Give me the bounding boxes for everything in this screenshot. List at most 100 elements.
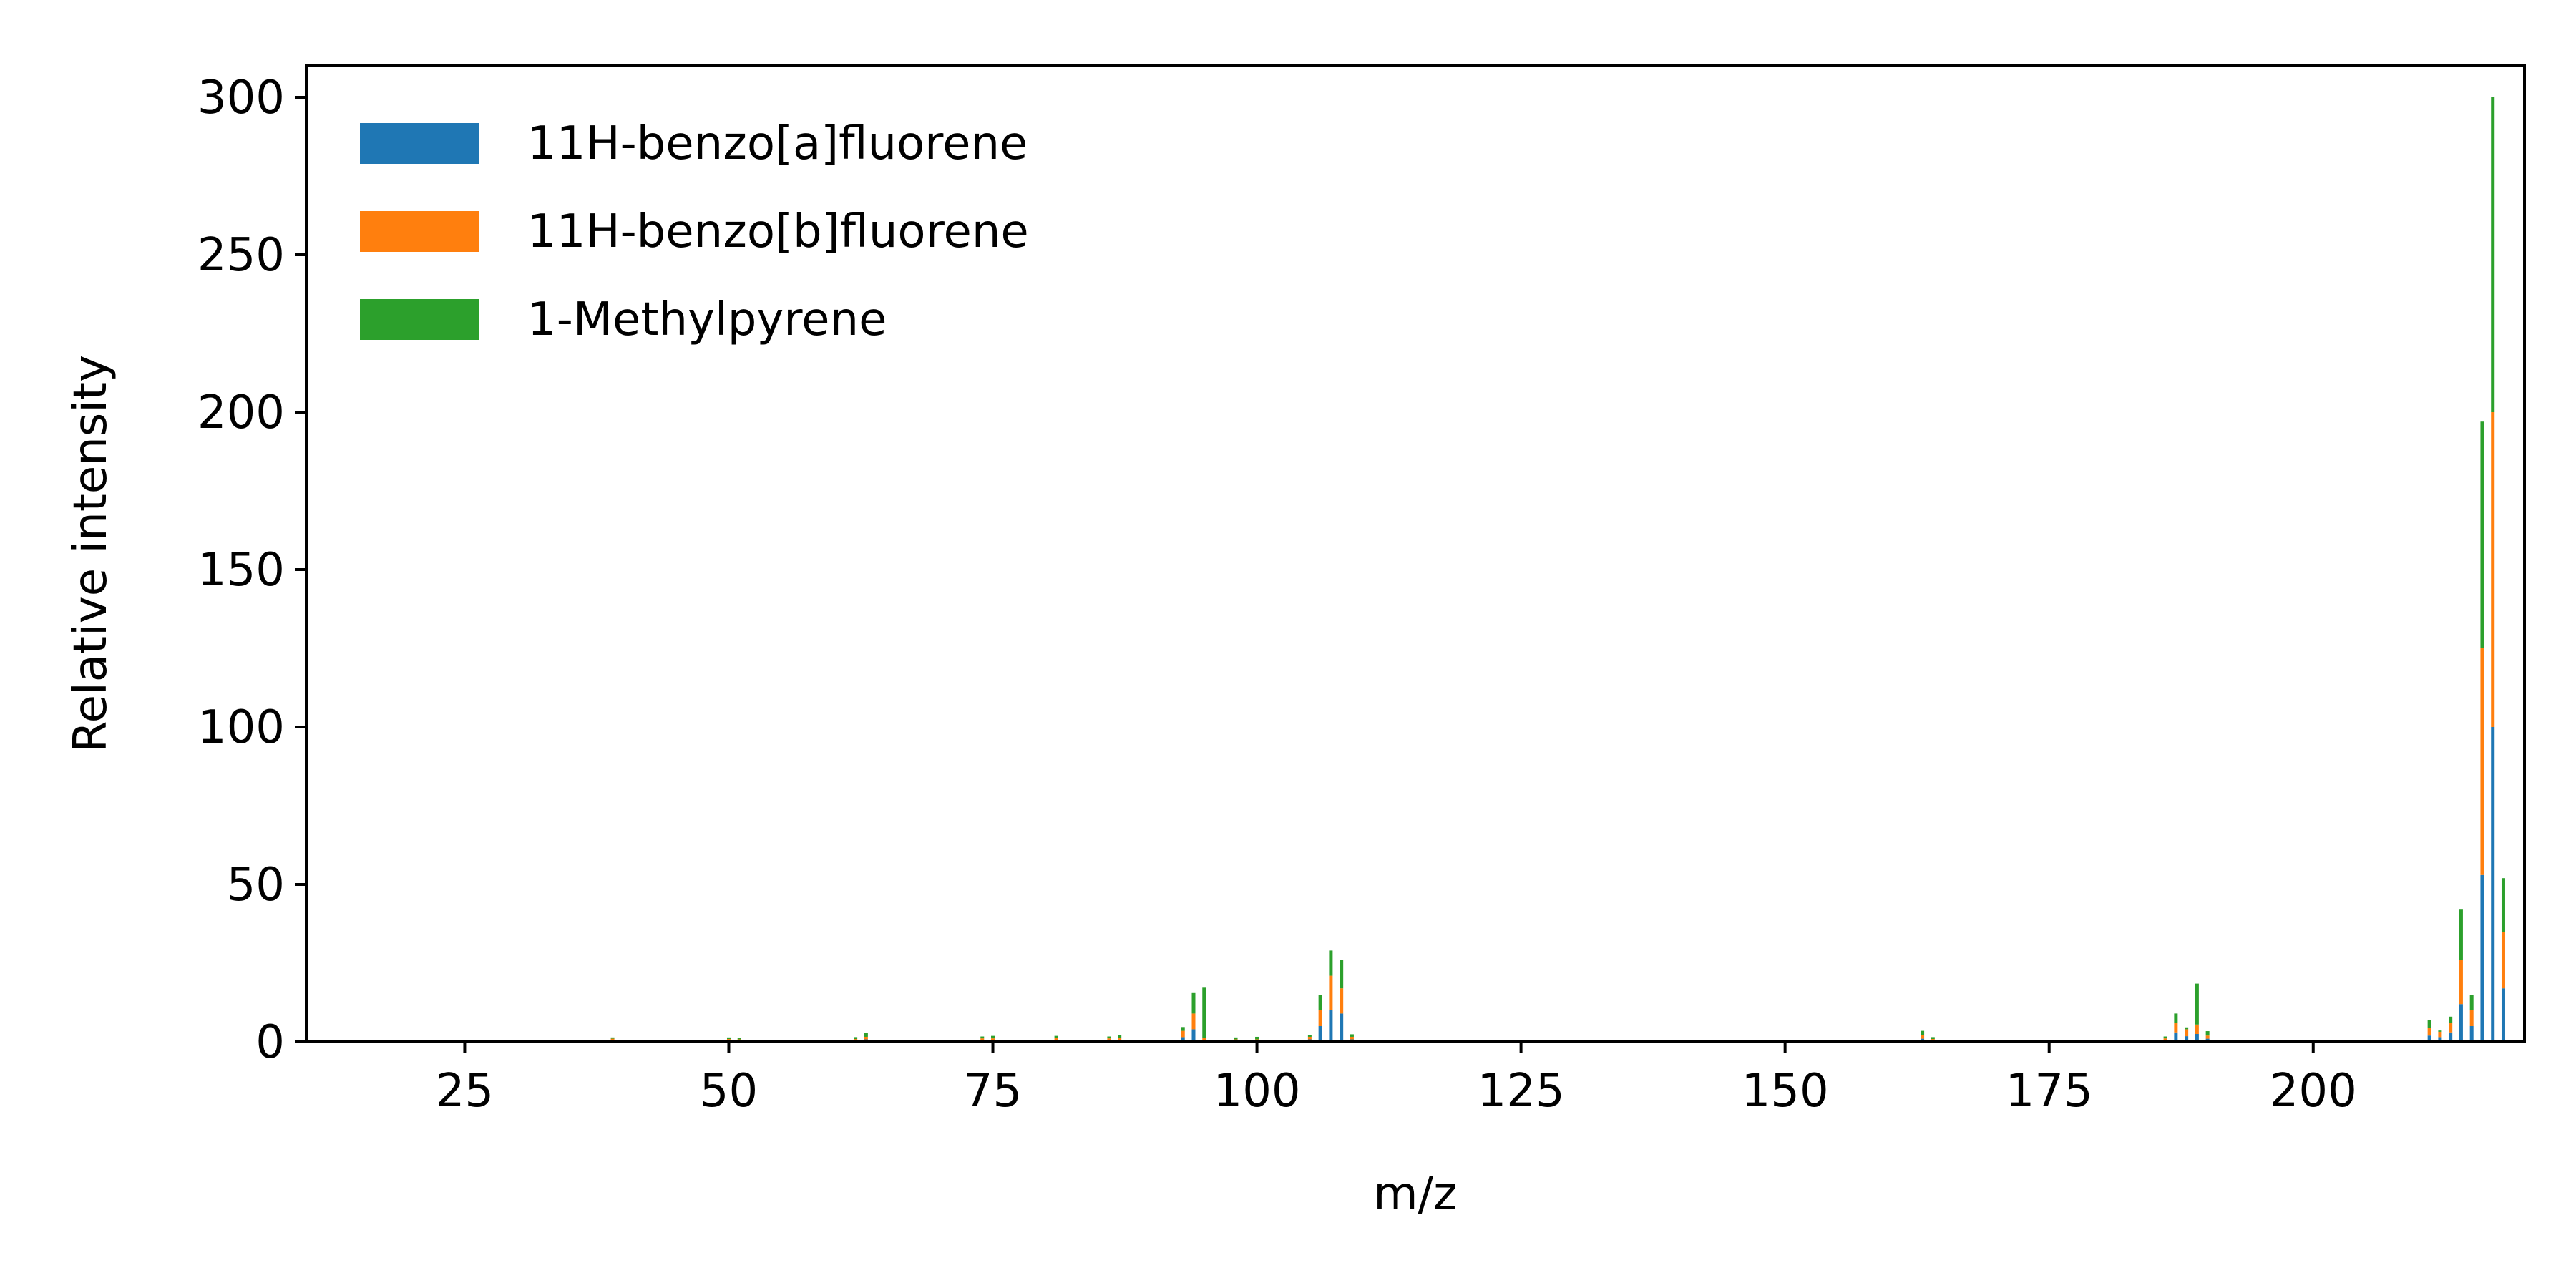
plot-frame [305,64,2526,1043]
bar-2-mz-164 [1931,1039,1935,1041]
bar-3-mz-63 [864,1033,868,1037]
legend: 11H-benzo[a]fluorene 11H-benzo[b]fluorene… [360,117,1029,346]
bar-3-mz-188 [2185,1027,2189,1030]
bar-2-mz-63 [864,1036,868,1040]
bar-2-mz-100 [1255,1039,1259,1041]
bar-2-mz-214 [2459,960,2463,1005]
bar-1-mz-187 [2174,1032,2178,1042]
bar-2-mz-213 [2449,1023,2453,1033]
y-tick-label: 300 [197,72,285,125]
x-axis-label: m/z [1373,1168,1458,1221]
y-tick-label: 250 [197,229,285,282]
bar-2-mz-216 [2480,648,2484,875]
bar-3-mz-107 [1329,950,1333,976]
y-tick-label: 50 [227,859,285,912]
bar-3-mz-217 [2491,97,2495,412]
bar-2-mz-106 [1318,1010,1322,1026]
bar-2-mz-190 [2205,1035,2210,1039]
bar-3-mz-106 [1318,995,1322,1010]
bar-3-mz-87 [1118,1035,1122,1038]
bar-3-mz-100 [1255,1036,1259,1040]
bar-2-mz-163 [1921,1035,1925,1039]
bar-2-mz-108 [1340,988,1344,1014]
bar-2-mz-50 [726,1039,731,1041]
bar-2-mz-93 [1181,1030,1185,1038]
bar-1-mz-214 [2459,1004,2463,1042]
bar-3-mz-211 [2427,1020,2431,1028]
bar-1-mz-107 [1329,1010,1333,1042]
bar-3-mz-186 [2163,1036,2167,1039]
bar-3-mz-98 [1234,1037,1238,1040]
bar-3-mz-214 [2459,909,2463,960]
bar-3-mz-163 [1921,1030,1925,1035]
y-axis: 0 50 100 150 200 250 300 [197,72,306,1069]
bar-3-mz-39 [610,1037,615,1039]
bar-2-mz-187 [2174,1023,2178,1033]
legend-label-2: 11H-benzo[b]fluorene [527,205,1029,258]
y-tick-label: 150 [197,544,285,597]
bar-3-mz-105 [1307,1035,1312,1037]
bar-3-mz-212 [2438,1030,2442,1032]
bar-1-mz-218 [2501,988,2505,1042]
bar-3-mz-95 [1202,987,1206,1038]
bar-1-mz-213 [2449,1032,2453,1042]
y-tick-label: 200 [197,386,285,439]
bar-2-mz-95 [1202,1038,1206,1040]
bar-3-mz-62 [854,1037,858,1040]
bar-2-mz-62 [854,1039,858,1041]
bar-1-mz-217 [2491,727,2495,1042]
bar-2-mz-39 [610,1038,615,1040]
x-axis: 25 50 75 100 125 150 175 200 [436,1042,2357,1118]
bar-3-mz-190 [2205,1031,2210,1036]
bar-1-mz-211 [2427,1035,2431,1042]
x-tick-label: 100 [1213,1065,1300,1118]
x-tick-label: 50 [700,1065,758,1118]
bar-2-mz-211 [2427,1028,2431,1036]
bar-layer [610,97,2505,1042]
bar-3-mz-164 [1931,1037,1935,1040]
bar-3-mz-215 [2469,995,2474,1010]
bar-3-mz-93 [1181,1027,1185,1031]
bar-2-mz-107 [1329,975,1333,1010]
bar-1-mz-94 [1191,1029,1196,1042]
bar-2-mz-105 [1307,1036,1312,1040]
bar-3-mz-213 [2449,1016,2453,1023]
bar-1-mz-216 [2480,874,2484,1042]
bar-1-mz-212 [2438,1037,2442,1042]
bar-1-mz-189 [2195,1034,2199,1042]
bar-2-mz-217 [2491,412,2495,727]
bar-2-mz-186 [2163,1038,2167,1040]
bar-3-mz-94 [1191,992,1196,1014]
bar-2-mz-81 [1054,1038,1058,1040]
x-tick-label: 25 [436,1065,494,1118]
x-tick-label: 75 [964,1065,1022,1118]
bar-1-mz-93 [1181,1037,1185,1042]
legend-swatch-3 [360,299,479,340]
y-tick-label: 100 [197,701,285,754]
bar-2-mz-109 [1350,1036,1354,1040]
y-axis-label: Relative intensity [64,355,117,753]
x-tick-label: 150 [1742,1065,1829,1118]
y-tick-label: 0 [255,1016,285,1069]
legend-label-3: 1-Methylpyrene [527,293,887,346]
bar-3-mz-81 [1054,1035,1058,1038]
bar-1-mz-215 [2469,1026,2474,1042]
bar-2-mz-74 [980,1038,985,1040]
legend-label-1: 11H-benzo[a]fluorene [527,117,1028,170]
x-tick-label: 200 [2270,1065,2357,1118]
bar-3-mz-187 [2174,1013,2178,1023]
bar-2-mz-189 [2195,1024,2199,1034]
bar-3-mz-74 [980,1036,985,1039]
bar-3-mz-75 [991,1035,995,1039]
bar-2-mz-86 [1107,1038,1111,1040]
bar-3-mz-216 [2480,421,2484,648]
bar-2-mz-218 [2501,932,2505,989]
x-tick-label: 125 [1478,1065,1565,1118]
bar-1-mz-106 [1318,1026,1322,1042]
bar-2-mz-51 [737,1039,741,1041]
bar-3-mz-108 [1340,960,1344,989]
bar-2-mz-87 [1118,1038,1122,1040]
bar-1-mz-190 [2205,1038,2210,1042]
bar-3-mz-51 [737,1038,741,1040]
